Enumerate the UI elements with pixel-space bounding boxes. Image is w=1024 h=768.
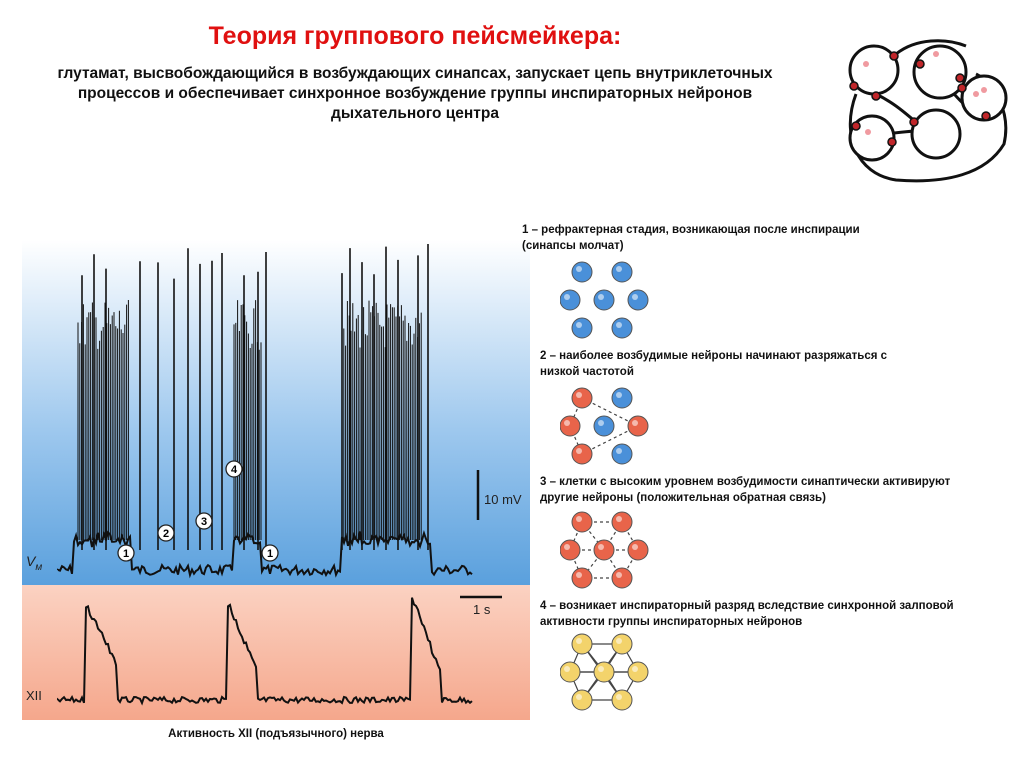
subtitle-line: дыхательного центра xyxy=(331,105,499,122)
neuron-circle xyxy=(627,539,649,561)
neuron-circle xyxy=(571,689,593,711)
neuron-circle xyxy=(593,289,615,311)
slide-subtitle: глутамат, высвобождающийся в возбуждающи… xyxy=(0,64,830,124)
neuron-circle xyxy=(571,567,593,589)
neuron-circle xyxy=(611,633,633,655)
step-line: (синапсы молчат) xyxy=(522,240,624,252)
time-scale-label: 1 s xyxy=(473,602,491,617)
xii-caption: Активность XII (подъязычного) нерва xyxy=(168,728,384,740)
svg-text:4: 4 xyxy=(231,464,238,476)
vm-trace xyxy=(57,244,473,579)
step-1-text: 1 – рефрактерная стадия, возникающая пос… xyxy=(522,222,860,254)
neuron-circle xyxy=(611,317,633,339)
neuron-circle xyxy=(560,539,581,561)
neuron-circle xyxy=(611,443,633,465)
neuron-circle xyxy=(627,289,649,311)
step-line: низкой частотой xyxy=(540,366,634,378)
xii-label: XII xyxy=(26,688,42,703)
step-line: 4 – возникает инспираторный разряд вслед… xyxy=(540,600,954,612)
neuron-circle xyxy=(593,539,615,561)
neuron-circle xyxy=(627,661,649,683)
slide-title: Теория группового пейсмейкера: xyxy=(208,22,622,50)
stage-marker-2: 2 xyxy=(157,524,175,542)
membrane-potential-trace-panel: Vм XII 10 mV 1 s 1 2 3 4 1 xyxy=(22,240,530,720)
subtitle-line: процессов и обеспечивает синхронное возб… xyxy=(77,85,753,102)
neuron-circle xyxy=(571,317,593,339)
neuron-circle xyxy=(571,261,593,283)
vm-label: Vм xyxy=(26,553,42,573)
stage-marker-4: 4 xyxy=(225,460,243,478)
subtitle-line: глутамат, высвобождающийся в возбуждающи… xyxy=(57,65,773,82)
step-4-text: 4 – возникает инспираторный разряд вслед… xyxy=(540,598,954,630)
cluster-4 xyxy=(560,633,649,711)
neuron-circle xyxy=(611,387,633,409)
neuron-circle xyxy=(560,415,581,437)
step-line: другие нейроны (положительная обратная с… xyxy=(540,492,826,504)
svg-text:2: 2 xyxy=(163,528,169,540)
neuron-circle xyxy=(611,689,633,711)
xii-trace xyxy=(57,597,473,706)
svg-text:3: 3 xyxy=(201,516,207,528)
neuron-circle xyxy=(571,633,593,655)
stage-marker-1b: 1 xyxy=(261,544,279,562)
neuron-circle xyxy=(560,661,581,683)
cluster-2 xyxy=(560,387,649,465)
cluster-1 xyxy=(560,261,649,339)
neuron-circle xyxy=(571,443,593,465)
stage-marker-3: 3 xyxy=(195,512,213,530)
neuron-network-icon xyxy=(848,39,1008,183)
svg-text:1: 1 xyxy=(267,548,273,560)
neuron-circle xyxy=(611,511,633,533)
step-line: 3 – клетки с высоким уровнем возбудимост… xyxy=(540,476,951,488)
cluster-3 xyxy=(560,511,649,589)
neuron-circle xyxy=(611,567,633,589)
voltage-scale-label: 10 mV xyxy=(484,492,522,507)
stage-marker-1: 1 xyxy=(117,544,135,562)
neuron-circle xyxy=(627,415,649,437)
step-line: 1 – рефрактерная стадия, возникающая пос… xyxy=(522,224,860,236)
neuron-circle xyxy=(560,289,581,311)
neuron-circle xyxy=(571,387,593,409)
neuron-circle xyxy=(593,415,615,437)
neuron-circle xyxy=(593,661,615,683)
step-3-text: 3 – клетки с высоким уровнем возбудимост… xyxy=(540,474,950,506)
neuron-circle xyxy=(611,261,633,283)
step-line: 2 – наиболее возбудимые нейроны начинают… xyxy=(540,350,888,362)
step-line: активности группы инспираторных нейронов xyxy=(540,616,803,628)
svg-text:1: 1 xyxy=(123,548,129,560)
neuron-circle xyxy=(571,511,593,533)
step-2-text: 2 – наиболее возбудимые нейроны начинают… xyxy=(540,348,887,380)
